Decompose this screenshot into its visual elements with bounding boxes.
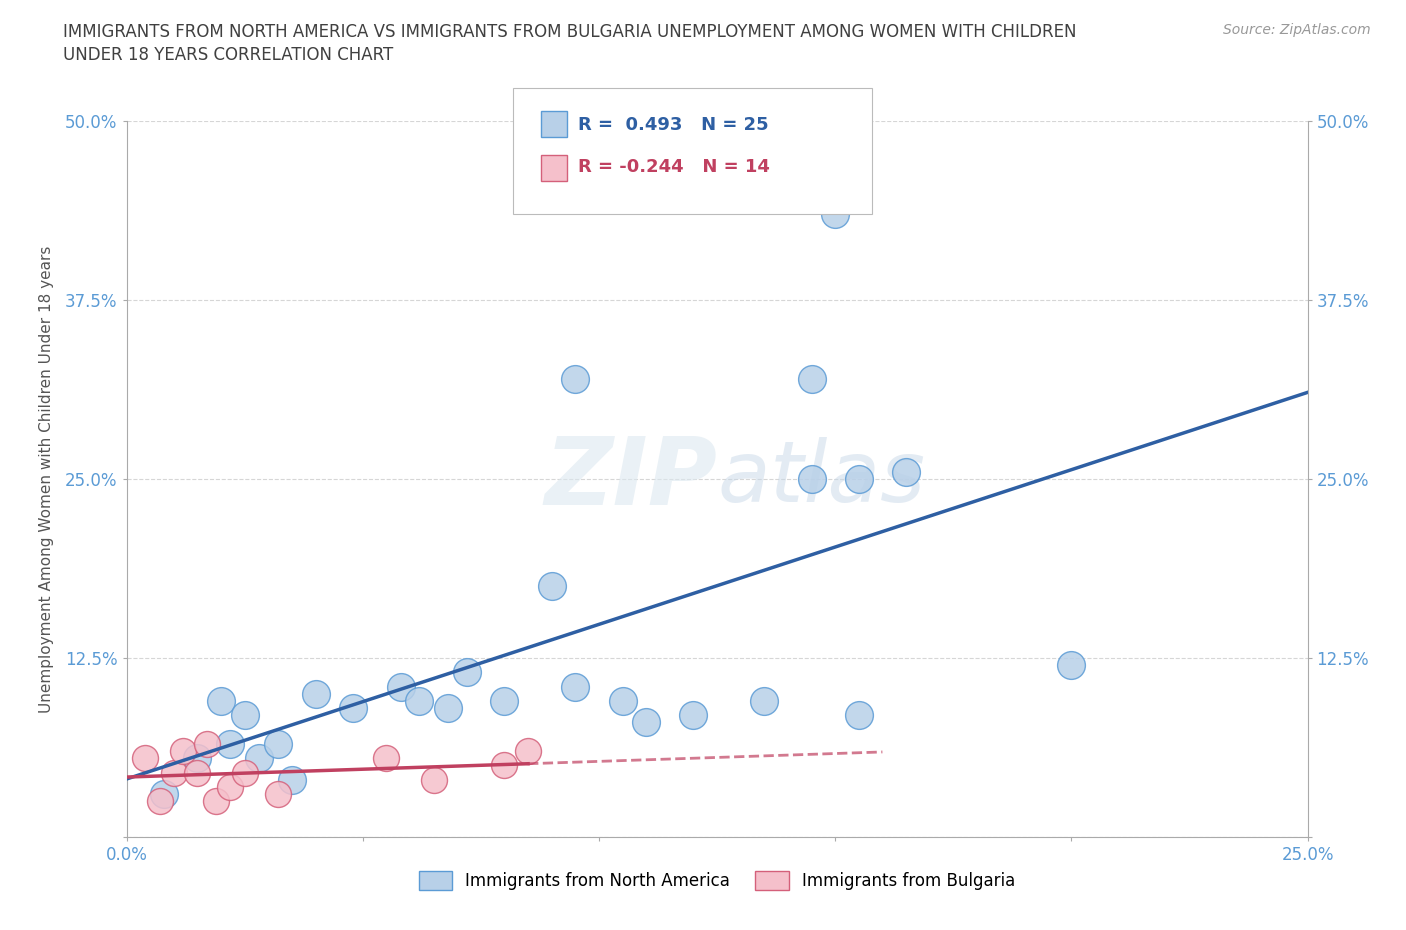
Text: R =  0.493   N = 25: R = 0.493 N = 25 xyxy=(578,116,769,134)
Point xyxy=(219,737,242,751)
Y-axis label: Unemployment Among Women with Children Under 18 years: Unemployment Among Women with Children U… xyxy=(39,246,53,712)
Legend: Immigrants from North America, Immigrants from Bulgaria: Immigrants from North America, Immigrant… xyxy=(412,864,1022,897)
Point xyxy=(517,744,540,759)
Point xyxy=(149,794,172,809)
Point xyxy=(824,206,846,221)
Point xyxy=(172,744,194,759)
Point xyxy=(195,737,218,751)
Point xyxy=(219,779,242,794)
Point xyxy=(134,751,156,765)
Point xyxy=(564,371,586,386)
Point xyxy=(304,686,326,701)
Text: R = -0.244   N = 14: R = -0.244 N = 14 xyxy=(578,158,769,176)
Point xyxy=(153,787,176,802)
Point xyxy=(564,679,586,694)
Text: Source: ZipAtlas.com: Source: ZipAtlas.com xyxy=(1223,23,1371,37)
Point xyxy=(894,464,917,479)
Point xyxy=(848,708,870,723)
Point xyxy=(456,665,478,680)
Point xyxy=(342,700,364,715)
Point xyxy=(848,472,870,486)
Point xyxy=(800,371,823,386)
Point xyxy=(800,472,823,486)
Text: atlas: atlas xyxy=(717,437,925,521)
Point xyxy=(233,708,256,723)
Point xyxy=(408,694,430,709)
Point xyxy=(612,694,634,709)
Point xyxy=(267,737,290,751)
Text: IMMIGRANTS FROM NORTH AMERICA VS IMMIGRANTS FROM BULGARIA UNEMPLOYMENT AMONG WOM: IMMIGRANTS FROM NORTH AMERICA VS IMMIGRA… xyxy=(63,23,1077,41)
Point xyxy=(389,679,412,694)
Point xyxy=(233,765,256,780)
Point xyxy=(422,772,444,787)
Point xyxy=(682,708,704,723)
Point xyxy=(209,694,232,709)
Text: UNDER 18 YEARS CORRELATION CHART: UNDER 18 YEARS CORRELATION CHART xyxy=(63,46,394,64)
Point xyxy=(1060,658,1083,672)
Point xyxy=(205,794,228,809)
Point xyxy=(281,772,304,787)
Point xyxy=(375,751,398,765)
Point xyxy=(247,751,270,765)
Point xyxy=(186,765,208,780)
Text: ZIP: ZIP xyxy=(544,433,717,525)
Point xyxy=(436,700,458,715)
Point xyxy=(540,578,562,594)
Point xyxy=(186,751,208,765)
Point xyxy=(754,694,776,709)
Point xyxy=(163,765,186,780)
Point xyxy=(636,715,658,730)
Point xyxy=(494,694,516,709)
Point xyxy=(494,758,516,773)
Point xyxy=(267,787,290,802)
